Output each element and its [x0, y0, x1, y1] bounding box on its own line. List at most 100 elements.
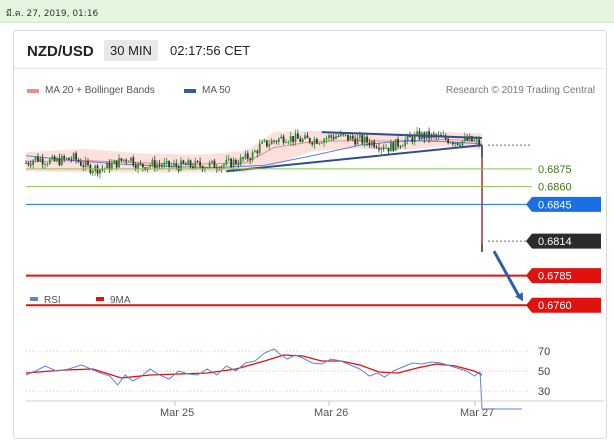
- candle: [378, 143, 380, 153]
- candle: [311, 141, 314, 147]
- candle-body: [172, 163, 175, 166]
- candle-body: [227, 158, 230, 160]
- candle: [194, 158, 197, 171]
- candle: [385, 143, 388, 150]
- candle-body: [220, 166, 223, 170]
- candle-body: [378, 147, 380, 150]
- candle: [447, 137, 450, 145]
- candle-body: [454, 142, 457, 145]
- rsi-panel: RSI 9MA 70 50 30: [25, 295, 550, 410]
- candle: [27, 160, 30, 167]
- candle-body: [337, 136, 340, 137]
- level-0.6785: 0.6785: [26, 268, 601, 284]
- candle-body: [244, 153, 247, 159]
- candle-body: [399, 146, 402, 148]
- candle-body: [411, 137, 414, 143]
- candle: [287, 140, 290, 145]
- candle-body: [110, 163, 113, 170]
- candle-body: [254, 151, 256, 153]
- candle-body: [320, 142, 323, 144]
- candle-body: [189, 160, 192, 167]
- ma9-legend-swatch: [96, 297, 104, 301]
- candle: [65, 157, 68, 160]
- candle-body: [323, 139, 326, 143]
- candle: [256, 149, 259, 158]
- candle: [239, 154, 242, 167]
- candle-body: [263, 140, 266, 142]
- ma50-line: [25, 139, 483, 169]
- candle-body: [327, 135, 330, 139]
- candle-body: [347, 134, 349, 141]
- candle: [158, 159, 161, 170]
- candle-body: [163, 162, 166, 167]
- candle: [258, 139, 261, 156]
- candle-body: [70, 159, 73, 161]
- x-tick-0: Mar 25: [160, 407, 194, 419]
- candle: [237, 159, 240, 168]
- candle-body: [239, 157, 242, 165]
- candle: [471, 135, 473, 142]
- candle-body: [261, 141, 264, 144]
- candle-body: [277, 138, 280, 143]
- candle: [99, 168, 101, 179]
- candle: [366, 134, 368, 147]
- candle-body: [452, 142, 454, 145]
- candle: [79, 158, 82, 167]
- level-0.6760: 0.6760: [26, 297, 601, 313]
- candle: [70, 156, 73, 163]
- level-label: 0.6875: [538, 164, 572, 176]
- candle: [261, 139, 264, 145]
- candle-body: [91, 171, 94, 173]
- candle-body: [389, 142, 392, 152]
- candle: [199, 157, 202, 169]
- candle: [223, 163, 225, 170]
- candle-body: [375, 147, 378, 148]
- candle-body: [196, 160, 199, 162]
- candle: [37, 153, 39, 163]
- candle: [413, 131, 416, 146]
- candle-body: [387, 147, 390, 152]
- legend-label-ma20: MA 20 + Bollinger Bands: [45, 85, 155, 96]
- rsi-tick-30: 30: [538, 386, 550, 398]
- candle-body: [27, 163, 30, 165]
- x-axis: Mar 25 Mar 26 Mar 27: [26, 400, 604, 419]
- level-label: 0.6860: [538, 182, 572, 194]
- timeframe-badge[interactable]: 30 MIN: [104, 40, 158, 61]
- candle: [327, 133, 330, 142]
- candle: [130, 157, 132, 163]
- candle: [141, 163, 144, 172]
- candle-body: [63, 156, 66, 159]
- candle: [296, 129, 299, 139]
- candle: [277, 137, 280, 145]
- candle: [232, 157, 235, 172]
- candle: [344, 134, 347, 137]
- candle: [127, 160, 130, 162]
- candle: [432, 131, 435, 139]
- level-tag: [526, 196, 601, 212]
- candle: [230, 157, 233, 168]
- candle: [175, 159, 178, 171]
- candle-body: [282, 136, 285, 143]
- candle-body: [394, 139, 397, 151]
- candle-body: [382, 147, 385, 149]
- candle: [113, 159, 116, 164]
- candle-body: [311, 142, 314, 145]
- level-0.6814: 0.6814: [488, 233, 601, 249]
- candle: [361, 133, 364, 146]
- candle-body: [368, 142, 371, 146]
- candle-body: [251, 152, 254, 160]
- candle-body: [294, 133, 297, 142]
- candle-body: [122, 159, 125, 161]
- rsi-tick-70: 70: [538, 346, 550, 358]
- candle: [301, 137, 304, 144]
- candle-body: [113, 160, 116, 164]
- candle-body: [373, 141, 376, 148]
- candle-body: [75, 153, 77, 160]
- candle-body: [53, 156, 56, 161]
- candle: [304, 132, 306, 140]
- candle-body: [332, 137, 335, 139]
- candle-body: [41, 158, 44, 165]
- candle: [51, 154, 54, 161]
- candle-body: [428, 131, 430, 139]
- legend-swatch-ma20: [27, 89, 39, 93]
